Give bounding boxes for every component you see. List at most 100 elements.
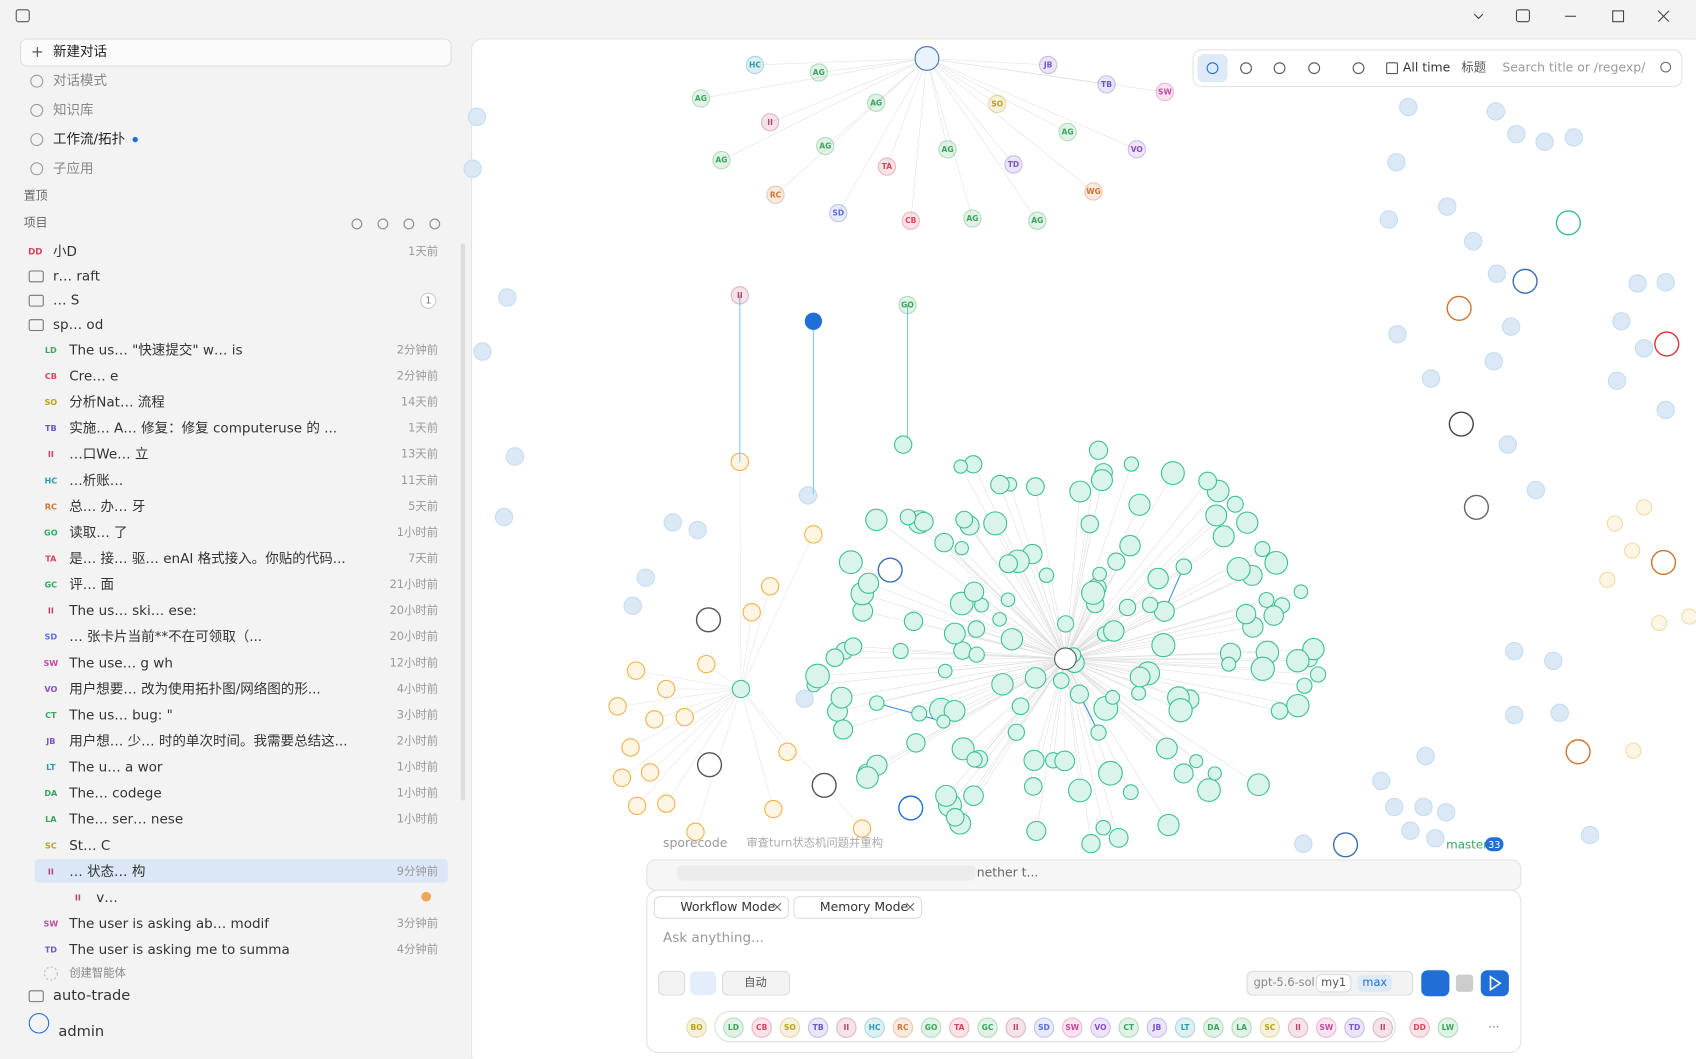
node[interactable] [903,611,924,632]
window-control[interactable] [1612,10,1625,23]
mode-chip[interactable] [653,896,790,919]
node[interactable] [1221,656,1237,672]
node[interactable] [1197,778,1221,802]
node[interactable] [955,510,974,529]
node[interactable] [1550,703,1569,723]
node[interactable] [1296,677,1313,694]
node[interactable] [838,550,863,575]
node[interactable] [1564,128,1583,147]
node[interactable] [1226,556,1251,581]
node[interactable] [1505,705,1524,725]
icon-node[interactable] [898,795,924,821]
node[interactable] [1416,746,1435,766]
node[interactable] [1463,232,1483,251]
node[interactable] [1023,749,1045,771]
node[interactable] [844,637,863,656]
node[interactable] [621,738,640,757]
node[interactable] [1189,754,1204,769]
node[interactable] [1151,633,1176,658]
node[interactable] [1258,591,1275,608]
node[interactable] [1309,666,1327,683]
icon-node[interactable] [1448,411,1474,437]
toolbar-icon[interactable] [403,218,415,230]
node[interactable] [906,733,926,753]
node[interactable] [1612,312,1631,331]
node[interactable] [1122,784,1139,801]
node[interactable] [913,511,934,532]
node[interactable] [697,654,716,674]
node[interactable] [1486,102,1506,121]
node[interactable] [963,785,984,807]
node[interactable] [945,807,965,827]
node[interactable] [760,577,780,596]
node[interactable] [1118,598,1137,617]
node[interactable] [1007,723,1025,741]
node[interactable] [640,763,660,782]
window-control[interactable] [1473,13,1484,20]
node[interactable] [1426,829,1445,848]
node[interactable] [1235,603,1257,625]
node[interactable] [1026,820,1047,841]
node[interactable] [865,508,888,532]
node[interactable] [1286,693,1310,718]
icon-node[interactable] [695,607,722,633]
node[interactable] [825,648,845,668]
node[interactable] [1095,819,1112,836]
node[interactable] [1226,495,1244,513]
node[interactable] [1038,567,1055,583]
node[interactable] [804,525,823,544]
node[interactable] [1090,724,1107,741]
node[interactable] [1656,400,1675,420]
icon-node[interactable] [1565,739,1591,765]
node[interactable] [935,784,958,807]
agent-node[interactable] [914,46,940,71]
node[interactable] [1399,97,1418,117]
node[interactable] [795,689,814,708]
node[interactable] [992,612,1007,627]
node[interactable] [1023,777,1043,796]
node[interactable] [636,568,655,587]
node[interactable] [892,642,909,660]
node[interactable] [1157,813,1180,837]
chip-close[interactable] [772,902,782,912]
sidebar-toggle[interactable] [15,9,30,23]
tool-icon[interactable] [1206,62,1219,75]
node[interactable] [1068,778,1092,803]
node[interactable] [1011,697,1030,716]
node[interactable] [1487,264,1507,283]
node[interactable] [1294,834,1313,853]
node[interactable] [953,641,972,660]
node[interactable] [1081,580,1106,605]
node[interactable] [1625,742,1642,759]
icon-node[interactable] [1446,295,1472,321]
node[interactable] [626,661,646,680]
node[interactable] [657,679,676,699]
node[interactable] [1080,514,1100,534]
node[interactable] [675,707,694,727]
node[interactable] [1129,666,1151,688]
node[interactable] [798,486,818,505]
node[interactable] [1606,515,1623,532]
chip-close[interactable] [906,902,915,912]
node[interactable] [1054,750,1076,772]
node[interactable] [966,751,983,768]
node[interactable] [1107,552,1126,571]
mode-chip[interactable] [793,896,923,919]
node[interactable] [1098,760,1123,786]
tool-icon[interactable] [1240,62,1252,75]
node[interactable] [663,513,682,532]
node[interactable] [1212,525,1235,548]
node[interactable] [830,686,853,709]
node[interactable] [731,679,751,699]
tool-icon[interactable] [1273,62,1286,75]
node[interactable] [1119,534,1141,557]
node[interactable] [1247,773,1270,797]
node[interactable] [505,447,525,466]
node[interactable] [1286,649,1310,673]
node[interactable] [1088,440,1109,460]
node[interactable] [1069,480,1092,503]
node[interactable] [963,581,985,602]
send-button[interactable] [1480,970,1509,997]
node[interactable] [1624,542,1641,559]
node[interactable] [1131,685,1147,701]
